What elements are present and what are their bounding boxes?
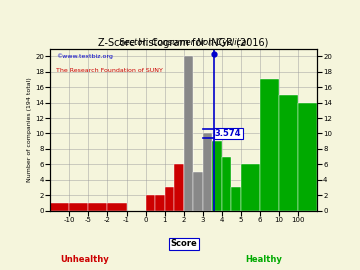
Bar [184, 56, 193, 211]
Text: The Research Foundation of SUNY: The Research Foundation of SUNY [56, 68, 163, 73]
Bar [174, 164, 184, 211]
Bar [203, 133, 212, 211]
Bar [298, 103, 317, 211]
Bar [145, 195, 155, 211]
Text: Score: Score [170, 239, 197, 248]
Text: Healthy: Healthy [245, 255, 282, 264]
Bar [50, 203, 69, 211]
Bar [69, 203, 89, 211]
Text: Unhealthy: Unhealthy [60, 255, 109, 264]
Bar [155, 195, 165, 211]
Bar [260, 79, 279, 211]
Bar [165, 187, 174, 211]
Y-axis label: Number of companies (194 total): Number of companies (194 total) [27, 77, 32, 182]
Bar [89, 203, 108, 211]
Text: Sector: Consumer Non-Cyclical: Sector: Consumer Non-Cyclical [119, 38, 248, 47]
Bar [222, 157, 231, 211]
Bar [279, 95, 298, 211]
Text: 3.574: 3.574 [215, 129, 242, 138]
Bar [212, 141, 222, 211]
Bar [231, 187, 241, 211]
Text: ©www.textbiz.org: ©www.textbiz.org [56, 53, 113, 59]
Bar [108, 203, 126, 211]
Title: Z-Score Histogram for INGR (2016): Z-Score Histogram for INGR (2016) [98, 38, 269, 48]
Bar [184, 141, 193, 211]
Bar [241, 164, 260, 211]
Bar [193, 172, 203, 211]
